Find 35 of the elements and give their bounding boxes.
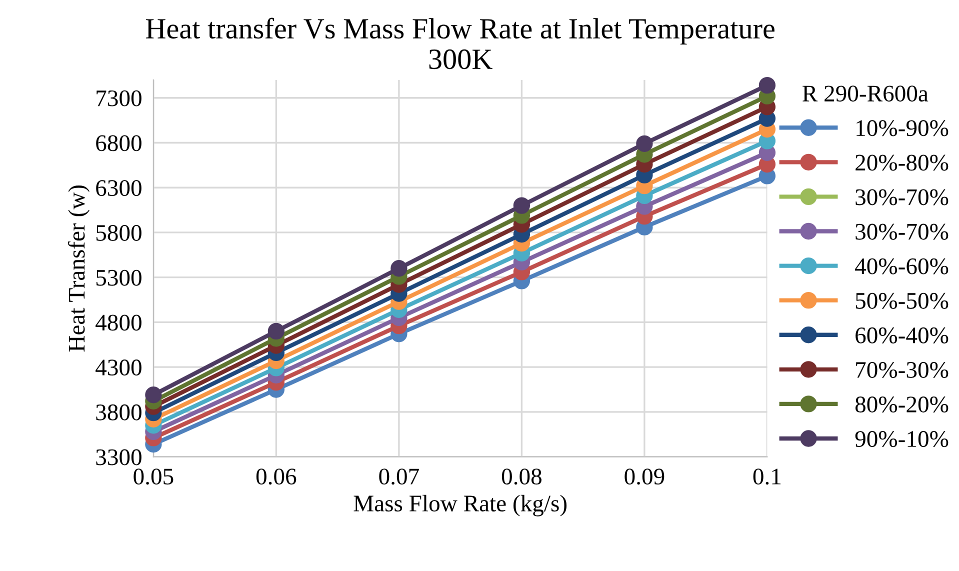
chart-title: Heat transfer Vs Mass Flow Rate at Inlet Temperature 300K bbox=[146, 18, 774, 70]
y-tick-label: 6300 bbox=[96, 180, 142, 196]
legend-label: 10%-90% bbox=[856, 120, 948, 136]
legend-label: 50%-50% bbox=[856, 292, 948, 309]
x-tick-label: 0.07 bbox=[379, 468, 419, 485]
point bbox=[758, 76, 776, 94]
point bbox=[268, 322, 285, 340]
legend-label: 20%-80% bbox=[856, 154, 948, 171]
y-tick-label: 3800 bbox=[96, 404, 142, 420]
y-tick-label: 5300 bbox=[96, 270, 142, 286]
y-tick-label: 6800 bbox=[96, 135, 142, 152]
point bbox=[636, 135, 653, 152]
y-tick-label: 7300 bbox=[96, 90, 142, 106]
legend-label: 60%-40% bbox=[856, 327, 948, 344]
legend-label: 80%-20% bbox=[855, 396, 948, 413]
y-tick-label: 5800 bbox=[96, 224, 142, 241]
legend-label: 90%-10% bbox=[855, 431, 948, 448]
y-tick-label: 3300 bbox=[96, 449, 142, 466]
point bbox=[145, 386, 162, 404]
point bbox=[390, 260, 408, 277]
legend-label: 40%-60% bbox=[855, 258, 948, 274]
x-axis-title: Mass Flow Rate (kg/s) bbox=[354, 494, 567, 516]
legend-label: 30%-70% bbox=[856, 189, 948, 206]
x-tick-label: 0.06 bbox=[256, 468, 296, 485]
legend-title: R 290-R600a bbox=[802, 86, 928, 102]
y-axis-title: Heat Transfer (w) bbox=[68, 185, 90, 352]
legend-label: 70%-30% bbox=[856, 362, 948, 378]
point bbox=[513, 197, 530, 214]
x-tick-label: 0.08 bbox=[502, 468, 542, 485]
x-tick-label: 0.09 bbox=[624, 468, 664, 485]
x-tick-label: 0.1 bbox=[753, 468, 781, 485]
legend-label: 30%-70% bbox=[856, 224, 948, 240]
x-tick-label: 0.05 bbox=[134, 468, 174, 485]
y-tick-label: 4800 bbox=[96, 314, 142, 331]
y-tick-label: 4300 bbox=[96, 360, 142, 376]
